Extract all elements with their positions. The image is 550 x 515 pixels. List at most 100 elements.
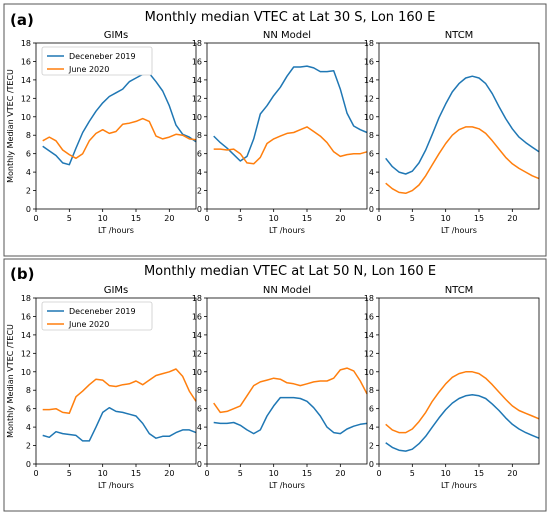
panel-b-nn-model-series-june-2020-line — [213, 367, 368, 414]
panel-b-gims-y-tick-label: 6 — [26, 405, 31, 414]
panel-b-nn-model-series-deceneber-2019-line — [213, 396, 368, 435]
panel-a-gims-y-tick-label: 18 — [21, 39, 31, 48]
panel-a-subplot-title-nn-model: NN Model — [263, 30, 311, 41]
panel-a-ntcm-y-tick-label: 14 — [364, 76, 374, 85]
panel-a-nn-model-x-tick-label: 0 — [204, 214, 209, 223]
panel-b-nn-model-y-tick-label: 2 — [197, 442, 202, 451]
panel-b-legend-box — [41, 301, 153, 331]
panel-b-ntcm-x-tick-label: 0 — [376, 469, 381, 478]
panel-b-ntcm-x-tick-label: 15 — [474, 469, 484, 478]
panel-b-gims-y-tick-label: 12 — [21, 349, 31, 358]
panel-b-ntcm-x-tick-label: 10 — [441, 469, 451, 478]
panel-a-ntcm-y-tick-label: 16 — [364, 57, 374, 66]
panel-b-gims-y-tick-label: 8 — [26, 386, 31, 395]
panel-b-gims-y-tick-label: 14 — [21, 331, 31, 340]
panel-a-subplot-nn-model: NN Model 0 5 10 15 20 0 2 4 6 8 10 12 14 16 18 LT /hours — [192, 30, 368, 235]
panel-b-nn-model-x-axis-label: LT /hours — [269, 481, 305, 490]
panel-b-ntcm-y-tick-label: 12 — [364, 349, 374, 358]
panel-b-gims-y-tick-label: 2 — [26, 442, 31, 451]
panel-b-ntcm-x-axis-label: LT /hours — [441, 481, 477, 490]
panel-b-ntcm-series-june-2020-line — [385, 371, 540, 434]
panel-b-gims-y-tick-label: 18 — [21, 294, 31, 303]
panel-b-gims-series-deceneber-2019-line — [42, 406, 197, 442]
panel-a-nn-model-x-tick-label: 15 — [302, 214, 312, 223]
panel-a-nn-model-axes-frame — [206, 42, 368, 210]
panel-a-nn-model-x-axis-label: LT /hours — [269, 226, 305, 235]
panel-a-subplot-title-gims: GIMs — [104, 30, 129, 41]
panel-a-nn-model-y-tick-label: 12 — [192, 94, 202, 103]
panel-b-gims-series-june-2020-line — [42, 368, 197, 415]
panel-b-nn-model-y-tick-label: 18 — [192, 294, 202, 303]
panel-b-nn-model-axes-frame — [206, 297, 368, 465]
panel-b-ntcm-y-tick-label: 6 — [369, 405, 374, 414]
panel-a-nn-model-x-tick-label: 20 — [335, 214, 345, 223]
panel-a-nn-model-series-june-2020-line — [213, 126, 368, 165]
panel-a-ntcm-x-tick-label: 0 — [376, 214, 381, 223]
panel-a-gims-x-tick-label: 0 — [33, 214, 38, 223]
panel-a-gims-y-tick-label: 0 — [26, 205, 31, 214]
panel-b-ntcm-y-tick-label: 14 — [364, 331, 374, 340]
panel-b-subplot-title-nn-model: NN Model — [263, 285, 311, 296]
panel-a-title: Monthly median VTEC at Lat 30 S, Lon 160… — [145, 10, 436, 25]
panel-a-gims-x-tick-label: 20 — [164, 214, 174, 223]
panel-b-gims-y-tick-label: 10 — [21, 368, 31, 377]
panel-b-gims-y-tick-label: 4 — [26, 423, 31, 432]
panel-a-gims-series-june-2020-line — [42, 117, 197, 160]
panel-a-gims-x-tick-label: 5 — [67, 214, 72, 223]
panel-b-nn-model-x-tick-label: 15 — [302, 469, 312, 478]
panel-a-nn-model-y-tick-label: 2 — [197, 187, 202, 196]
panel-b-y-axis-label: Monthly Median VTEC /TECU — [6, 324, 15, 438]
panel-b-ntcm-y-tick-label: 4 — [369, 423, 374, 432]
panel-b-nn-model-y-tick-label: 10 — [192, 368, 202, 377]
panel-a-nn-model-y-tick-label: 0 — [197, 205, 202, 214]
panel-a-subplot-title-ntcm: NTCM — [445, 30, 474, 41]
panel-b-nn-model-x-tick-label: 0 — [204, 469, 209, 478]
panel-b-ntcm-y-tick-label: 16 — [364, 312, 374, 321]
panel-a-ntcm-y-tick-label: 0 — [369, 205, 374, 214]
panel-b-nn-model-x-tick-label: 20 — [335, 469, 345, 478]
panel-a-gims-y-tick-label: 10 — [21, 113, 31, 122]
panel-b-nn-model-x-tick-label: 5 — [238, 469, 243, 478]
panel-a-gims-y-tick-label: 6 — [26, 150, 31, 159]
panel-a-nn-model-y-tick-label: 4 — [197, 168, 202, 177]
panel-b-subplot-nn-model: NN Model 0 5 10 15 20 0 2 4 6 8 10 12 14 16 18 LT /hours — [192, 285, 368, 490]
panel-a-gims-x-axis-label: LT /hours — [98, 226, 134, 235]
panel-b-gims-x-tick-label: 0 — [33, 469, 38, 478]
panel-a-nn-model-y-tick-label: 6 — [197, 150, 202, 159]
panel-b-gims-x-tick-label: 5 — [67, 469, 72, 478]
panel-b-gims-x-axis-label: LT /hours — [98, 481, 134, 490]
panel-a-nn-model-y-tick-label: 16 — [192, 57, 202, 66]
panel-b-subplot-ntcm: NTCM 0 5 10 15 20 0 2 4 6 8 10 12 14 16 18 LT /hours — [364, 285, 540, 490]
panel-a-nn-model-y-tick-label: 14 — [192, 76, 202, 85]
panel-b-legend-label-deceneber-2019: Deceneber 2019 — [69, 307, 136, 316]
panel-b-ntcm-series-deceneber-2019-line — [385, 394, 540, 452]
panel-b-gims-x-tick-label: 10 — [98, 469, 108, 478]
panel-a-ntcm-y-tick-label: 18 — [364, 39, 374, 48]
panel-b-gims-y-tick-label: 0 — [26, 460, 31, 469]
panel-b-ntcm-x-tick-label: 5 — [410, 469, 415, 478]
panel-b-nn-model-y-tick-label: 6 — [197, 405, 202, 414]
panel-a-subplot-ntcm: NTCM 0 5 10 15 20 0 2 4 6 8 10 12 14 16 18 LT /hours — [364, 30, 540, 235]
panel-a-gims-y-tick-label: 2 — [26, 187, 31, 196]
panel-b-ntcm-x-tick-label: 20 — [507, 469, 517, 478]
panel-b-nn-model-y-tick-label: 4 — [197, 423, 202, 432]
panel-a-nn-model-y-tick-label: 8 — [197, 131, 202, 140]
panel-b-ntcm-y-tick-label: 10 — [364, 368, 374, 377]
panel-a-ntcm-series-june-2020-line — [385, 126, 540, 195]
panel-b-nn-model-y-tick-label: 8 — [197, 386, 202, 395]
panel-b-ntcm-y-tick-label: 0 — [369, 460, 374, 469]
panel-b-ntcm-y-tick-label: 2 — [369, 442, 374, 451]
panel-a-gims-x-tick-label: 10 — [98, 214, 108, 223]
panel-b-nn-model-x-tick-label: 10 — [269, 469, 279, 478]
panel-a-y-axis-label: Monthly Median VTEC /TECU — [6, 69, 15, 183]
panel-a-legend-label-deceneber-2019: Deceneber 2019 — [69, 52, 136, 61]
panel-a-gims-y-tick-label: 4 — [26, 168, 31, 177]
panel-a-subplot-gims: GIMs 0 5 10 15 20 0 2 4 6 8 10 12 14 16 18 LT /hours Dece… — [6, 30, 197, 235]
panel-b-ntcm-y-tick-label: 8 — [369, 386, 374, 395]
panel-a-gims-y-tick-label: 12 — [21, 94, 31, 103]
panel-a-gims-series-deceneber-2019-line — [42, 72, 197, 166]
panel-b-nn-model-y-tick-label: 0 — [197, 460, 202, 469]
panel-b-subplot-gims: GIMs 0 5 10 15 20 0 2 4 6 8 10 12 14 16 18 LT /hours Dece… — [6, 285, 197, 490]
